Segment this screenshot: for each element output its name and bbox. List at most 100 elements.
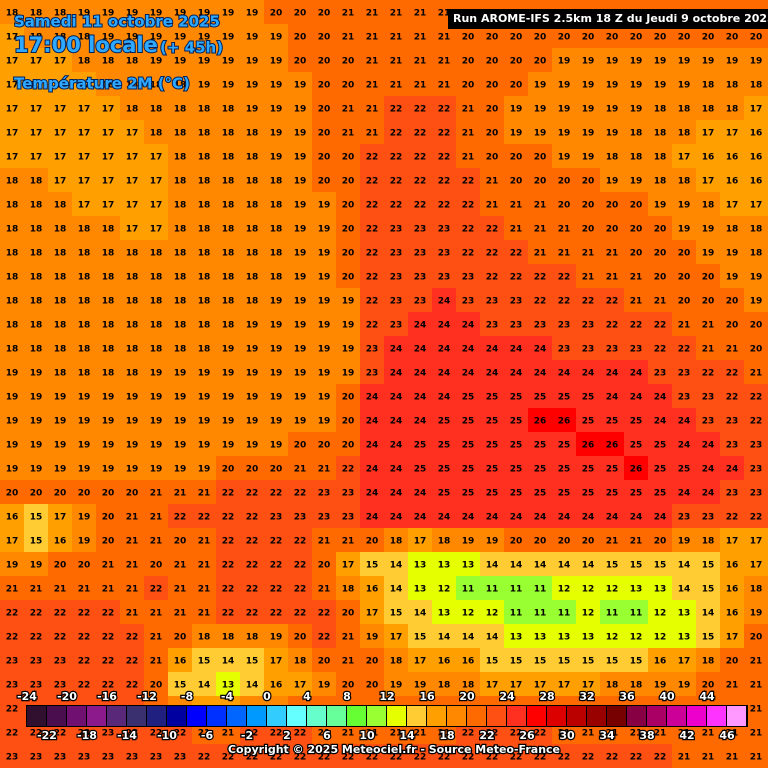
temp-cell: [144, 144, 169, 169]
temp-cell: [552, 264, 577, 289]
temp-value: 22: [462, 729, 475, 739]
temp-cell: [360, 264, 385, 289]
temp-cell: [168, 576, 193, 601]
temp-cell: [504, 672, 529, 697]
temp-value: 19: [6, 561, 19, 571]
temp-cell: [96, 456, 121, 481]
temp-cell: [552, 144, 577, 169]
scale-swatch: [687, 706, 706, 726]
temp-value: 19: [246, 57, 259, 67]
scale-swatch: [527, 706, 546, 726]
temp-cell: [600, 216, 625, 241]
temp-cell: [456, 360, 481, 385]
temp-cell: [96, 672, 121, 697]
temp-cell: [312, 96, 337, 121]
temp-cell: [24, 192, 49, 217]
temp-value: 16: [654, 657, 667, 667]
temp-value: 18: [6, 273, 19, 283]
temp-cell: [432, 456, 457, 481]
temp-cell: [432, 504, 457, 529]
temp-value: 22: [246, 489, 259, 499]
temp-value: 22: [582, 297, 595, 307]
temp-value: 18: [222, 273, 235, 283]
temp-value: 22: [678, 345, 691, 355]
temp-cell: [144, 600, 169, 625]
temp-value: 17: [6, 57, 19, 67]
temp-value: 19: [678, 681, 691, 691]
temp-value: 24: [438, 369, 451, 379]
temp-cell: [168, 336, 193, 361]
temp-cell: [120, 408, 145, 433]
temp-cell: [720, 120, 745, 145]
temp-value: 24: [702, 465, 715, 475]
temp-value: 19: [222, 441, 235, 451]
temp-cell: [72, 504, 97, 529]
temp-cell: [672, 360, 697, 385]
temp-cell: [624, 72, 649, 97]
temp-value: 22: [366, 273, 379, 283]
temp-value: 24: [534, 345, 547, 355]
temp-cell: [168, 288, 193, 313]
temp-value: 25: [486, 465, 499, 475]
temp-cell: [720, 432, 745, 457]
temp-cell: [720, 216, 745, 241]
temp-cell: [552, 120, 577, 145]
temp-value: 25: [558, 465, 571, 475]
temp-value: 23: [54, 657, 67, 667]
temp-cell: [360, 24, 385, 49]
temp-cell: [744, 432, 768, 457]
temp-value: 23: [558, 321, 571, 331]
scale-label: -14: [117, 729, 137, 742]
temp-cell: [672, 528, 697, 553]
temp-cell: [288, 552, 313, 577]
temp-value: 17: [54, 129, 67, 139]
temp-cell: [552, 336, 577, 361]
temp-value: 18: [54, 273, 67, 283]
temp-cell: [48, 672, 73, 697]
temp-value: 19: [294, 177, 307, 187]
temp-cell: [456, 432, 481, 457]
temp-value: 18: [54, 321, 67, 331]
temp-value: 19: [246, 33, 259, 43]
temp-cell: [288, 432, 313, 457]
temp-value: 17: [414, 657, 427, 667]
temp-cell: [72, 264, 97, 289]
temp-cell: [720, 528, 745, 553]
temp-value: 23: [750, 489, 763, 499]
temp-cell: [456, 456, 481, 481]
temp-cell: [744, 96, 768, 121]
temp-value: 21: [318, 465, 331, 475]
temp-cell: [24, 648, 49, 673]
temp-value: 16: [270, 681, 283, 691]
temp-value: 17: [78, 177, 91, 187]
temp-value: 19: [150, 9, 163, 19]
scale-label: -4: [221, 690, 234, 703]
temp-value: 20: [510, 537, 523, 547]
temp-value: 20: [6, 489, 19, 499]
temp-cell: [96, 216, 121, 241]
temp-cell: [408, 408, 433, 433]
temp-value: 19: [654, 681, 667, 691]
temp-value: 22: [78, 633, 91, 643]
temp-cell: [696, 240, 721, 265]
temp-value: 17: [54, 513, 67, 523]
scale-label: 10: [359, 729, 375, 742]
temp-value: 26: [606, 441, 619, 451]
temp-value: 21: [606, 273, 619, 283]
temp-value: 24: [414, 393, 427, 403]
temp-value: 16: [726, 561, 739, 571]
temp-value: 25: [534, 393, 547, 403]
temp-value: 21: [462, 153, 475, 163]
temp-value: 21: [630, 729, 643, 739]
temp-cell: [48, 48, 73, 73]
temp-cell: [336, 528, 361, 553]
temp-cell: [552, 600, 577, 625]
temp-cell: [480, 528, 505, 553]
temp-value: 22: [102, 633, 115, 643]
temp-cell: [96, 624, 121, 649]
temp-value: 17: [726, 537, 739, 547]
temp-value: 19: [198, 441, 211, 451]
temp-value: 25: [510, 465, 523, 475]
temp-value: 18: [54, 345, 67, 355]
temp-cell: [168, 360, 193, 385]
